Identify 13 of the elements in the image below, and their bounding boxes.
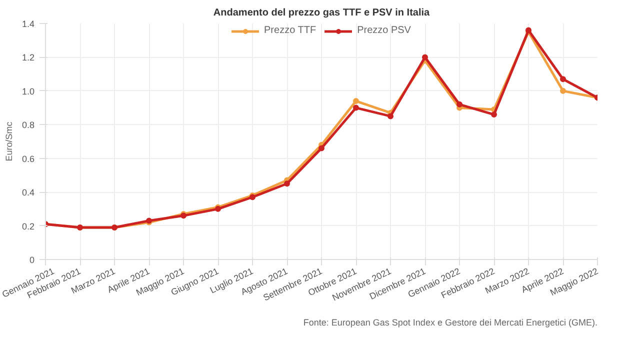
y-tick-label: 0.8 xyxy=(22,120,35,130)
y-tick-label: 0.6 xyxy=(22,154,35,164)
legend-label: Prezzo TTF xyxy=(264,25,316,36)
y-tick-label: 1.4 xyxy=(22,19,35,29)
y-axis-title: Euro/Smc xyxy=(4,121,14,162)
source-note: Fonte: European Gas Spot Index e Gestore dei Mercati Energetici (GME). xyxy=(303,318,598,328)
y-tick-label: 1.0 xyxy=(22,86,35,96)
y-tick-label: 0.4 xyxy=(22,188,35,198)
chart-title: Andamento del prezzo gas TTF e PSV in Italia xyxy=(213,8,430,18)
y-tick-label: 0 xyxy=(29,255,35,265)
legend-label: Prezzo PSV xyxy=(357,25,411,36)
y-tick-label: 0.2 xyxy=(22,221,35,232)
y-tick-label: 1.2 xyxy=(22,52,35,63)
